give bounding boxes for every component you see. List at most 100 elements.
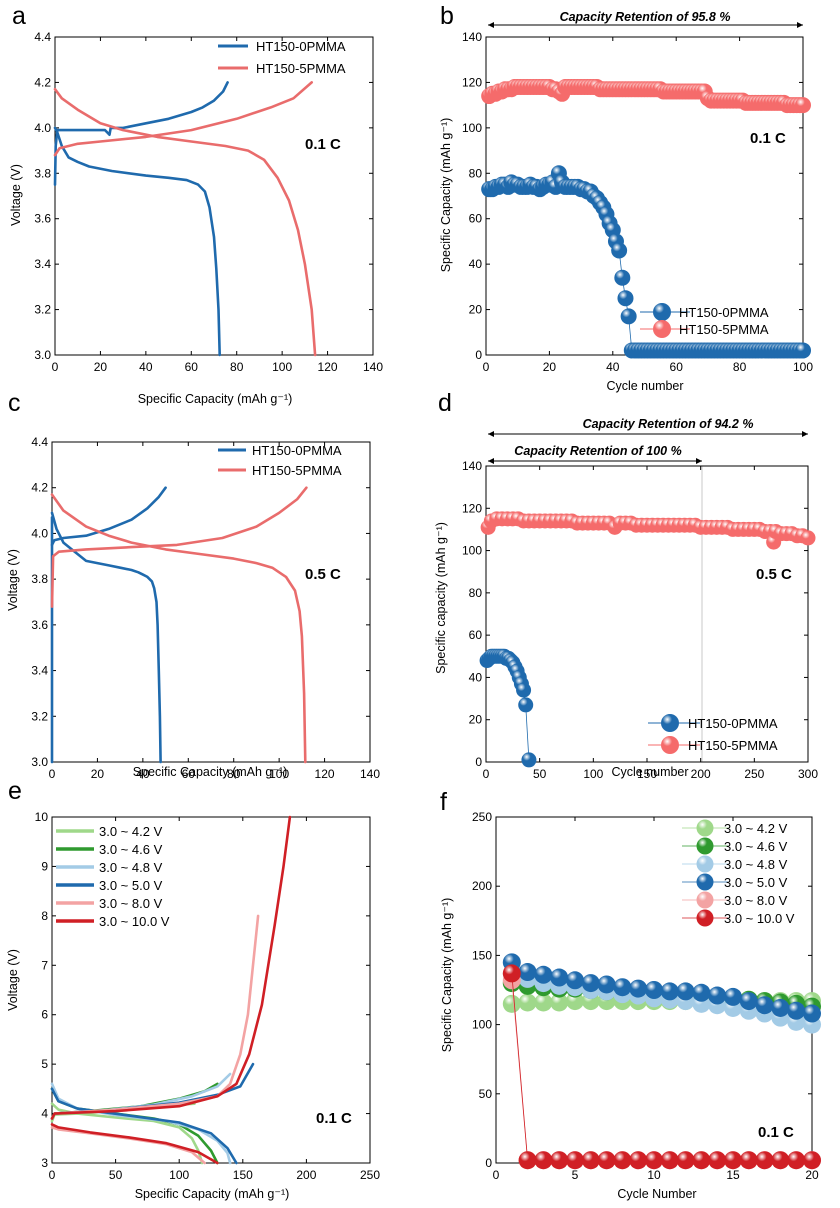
panel-b-ytick-label: 60 bbox=[469, 212, 483, 226]
panel-e-xtick-label: 250 bbox=[360, 1168, 380, 1182]
panel-d-legend-marker-5pmma bbox=[661, 736, 679, 754]
panel-e-axes: 0 50 100 150 200 250 3 4 5 6 7 8 9 10 bbox=[35, 810, 381, 1182]
panel-b: b Cycle number Specific Capacity (mAh g⁻… bbox=[439, 2, 803, 393]
panel-f-point bbox=[502, 964, 521, 983]
panel-a-rate-label: 0.1 C bbox=[305, 136, 341, 153]
panel-b-xlabel: Cycle number bbox=[606, 379, 683, 393]
panel-f-point bbox=[518, 963, 537, 982]
panel-f-legend-label: 3.0 ~ 4.8 V bbox=[724, 857, 788, 872]
panel-f-point bbox=[708, 986, 727, 1005]
panel-f: f Cycle Number Specific Capacity (mAh g⁻… bbox=[440, 788, 795, 1201]
panel-e-ytick-label: 6 bbox=[41, 1008, 48, 1022]
panel-f-point bbox=[803, 1004, 821, 1023]
panel-a-letter: a bbox=[12, 2, 26, 30]
panel-d-xtick-label: 200 bbox=[691, 767, 711, 781]
panel-a-xtick-label: 60 bbox=[185, 360, 199, 374]
panel-e-ylabel: Voltage (V) bbox=[6, 949, 20, 1011]
panel-e-ytick-label: 10 bbox=[35, 810, 49, 824]
panel-c-xtick-label: 60 bbox=[182, 767, 196, 781]
panel-e-legend-label: 3.0 ~ 10.0 V bbox=[99, 914, 170, 929]
panel-b-point bbox=[795, 342, 811, 359]
panel-f-point bbox=[534, 993, 553, 1012]
panel-f-xtick-label: 0 bbox=[493, 1168, 500, 1182]
panel-d-rate-label: 0.5 C bbox=[756, 566, 792, 583]
panel-b-letter: b bbox=[440, 2, 454, 30]
panel-a-line-3 bbox=[53, 87, 317, 357]
panel-e-legend-label: 3.0 ~ 4.2 V bbox=[99, 824, 163, 839]
panel-e-line-7 bbox=[50, 1087, 238, 1165]
panel-e-ytick-label: 5 bbox=[41, 1057, 48, 1071]
panel-f-point bbox=[502, 994, 521, 1013]
panel-f-point bbox=[724, 987, 742, 1006]
panel-e-ytick-label: 8 bbox=[41, 909, 48, 923]
panel-a-line-2 bbox=[53, 81, 313, 157]
panel-d-legend-5pmma: HT150-5PMMA bbox=[688, 738, 778, 753]
panel-f-series bbox=[502, 953, 821, 1170]
panel-b-xtick-label: 40 bbox=[606, 360, 620, 374]
panel-f-ytick-label: 100 bbox=[472, 1018, 492, 1032]
panel-d-legend-marker-0pmma bbox=[661, 714, 679, 732]
panel-d-xtick-label: 100 bbox=[583, 767, 603, 781]
panel-a-xtick-label: 140 bbox=[363, 360, 383, 374]
panel-a-xtick-label: 80 bbox=[230, 360, 244, 374]
panel-f-legend-label: 3.0 ~ 4.6 V bbox=[724, 839, 788, 854]
panel-f-point bbox=[803, 1151, 821, 1170]
panel-e-line-11 bbox=[50, 1123, 219, 1165]
panel-c-ytick-label: 3.0 bbox=[31, 755, 48, 769]
panel-d-point bbox=[516, 682, 532, 698]
panel-c-ytick-label: 3.6 bbox=[31, 618, 48, 632]
panel-b-ytick-label: 20 bbox=[469, 303, 483, 317]
panel-b-point bbox=[611, 242, 628, 259]
panel-c-axes: 0 20 40 60 80 100 120 140 3.0 3.2 3.4 3.6 3.8 4.0 4.2 4… bbox=[31, 435, 380, 781]
panel-e-ytick-label: 4 bbox=[41, 1107, 48, 1121]
panel-f-legend-marker bbox=[696, 855, 714, 873]
panel-e-xtick-label: 0 bbox=[49, 1168, 56, 1182]
panel-f-letter: f bbox=[440, 788, 447, 816]
panel-f-point bbox=[787, 1001, 806, 1020]
panel-a-xtick-label: 100 bbox=[272, 360, 292, 374]
panel-c-xtick-label: 80 bbox=[227, 767, 241, 781]
panel-b-point bbox=[617, 290, 634, 307]
panel-f-point bbox=[566, 992, 584, 1011]
panel-f-point bbox=[597, 1151, 616, 1170]
panel-d-ytick-label: 60 bbox=[469, 628, 483, 642]
panel-a-legend-0pmma: HT150-0PMMA bbox=[256, 39, 346, 54]
panel-e-line-9 bbox=[50, 1126, 206, 1165]
panel-e-xlabel: Specific Capacity (mAh g⁻¹) bbox=[135, 1187, 290, 1201]
panel-f-xlabel: Cycle Number bbox=[617, 1187, 696, 1201]
panel-c-line-1 bbox=[50, 511, 162, 764]
panel-a-ytick-label: 4.4 bbox=[34, 30, 51, 44]
panel-f-legend-label: 3.0 ~ 5.0 V bbox=[724, 875, 788, 890]
panel-b-retention: Capacity Retention of 95.8 % bbox=[560, 10, 731, 24]
panel-f-xtick-label: 5 bbox=[572, 1168, 579, 1182]
panel-f-point bbox=[755, 1151, 774, 1170]
panel-f-legend-marker bbox=[696, 909, 714, 927]
panel-d-xlabel: Cycle number bbox=[611, 765, 688, 779]
panel-b-ytick-label: 120 bbox=[462, 75, 482, 89]
panel-f-legend-label: 3.0 ~ 8.0 V bbox=[724, 893, 788, 908]
panel-f-rate-label: 0.1 C bbox=[758, 1124, 794, 1141]
panel-d-ytick-label: 100 bbox=[462, 544, 482, 558]
panel-e-letter: e bbox=[8, 777, 22, 805]
panel-e-xtick-label: 50 bbox=[109, 1168, 123, 1182]
panel-a-ytick-label: 3.4 bbox=[34, 257, 51, 271]
panel-f-ylabel: Specific Capacity (mAh g⁻¹) bbox=[440, 898, 454, 1053]
panel-f-ytick-label: 50 bbox=[479, 1087, 493, 1101]
panel-c-line-4 bbox=[50, 493, 307, 764]
panel-b-xtick-label: 80 bbox=[733, 360, 747, 374]
panel-e-line-10 bbox=[50, 815, 292, 1120]
panel-f-xtick-label: 10 bbox=[647, 1168, 661, 1182]
panel-f-point bbox=[581, 974, 600, 993]
panel-b-ytick-label: 100 bbox=[462, 121, 482, 135]
panel-a: a Specific Capacity (mAh g⁻¹) Voltage (V… bbox=[9, 2, 346, 406]
panel-d-ytick-label: 20 bbox=[469, 713, 483, 727]
panel-d: d Cycle number Specific capacity (mAh g⁻… bbox=[434, 389, 808, 779]
panel-a-line-0 bbox=[53, 81, 229, 186]
panel-e-xtick-label: 100 bbox=[169, 1168, 189, 1182]
panel-c-ytick-label: 3.8 bbox=[31, 572, 48, 586]
panel-a-ytick-label: 4.0 bbox=[34, 121, 51, 135]
panel-a-ytick-label: 4.2 bbox=[34, 75, 51, 89]
panel-e-line-1 bbox=[50, 1102, 204, 1165]
panel-c-xlabel: Specific Capacity (mAh g⁻¹) bbox=[133, 765, 288, 779]
